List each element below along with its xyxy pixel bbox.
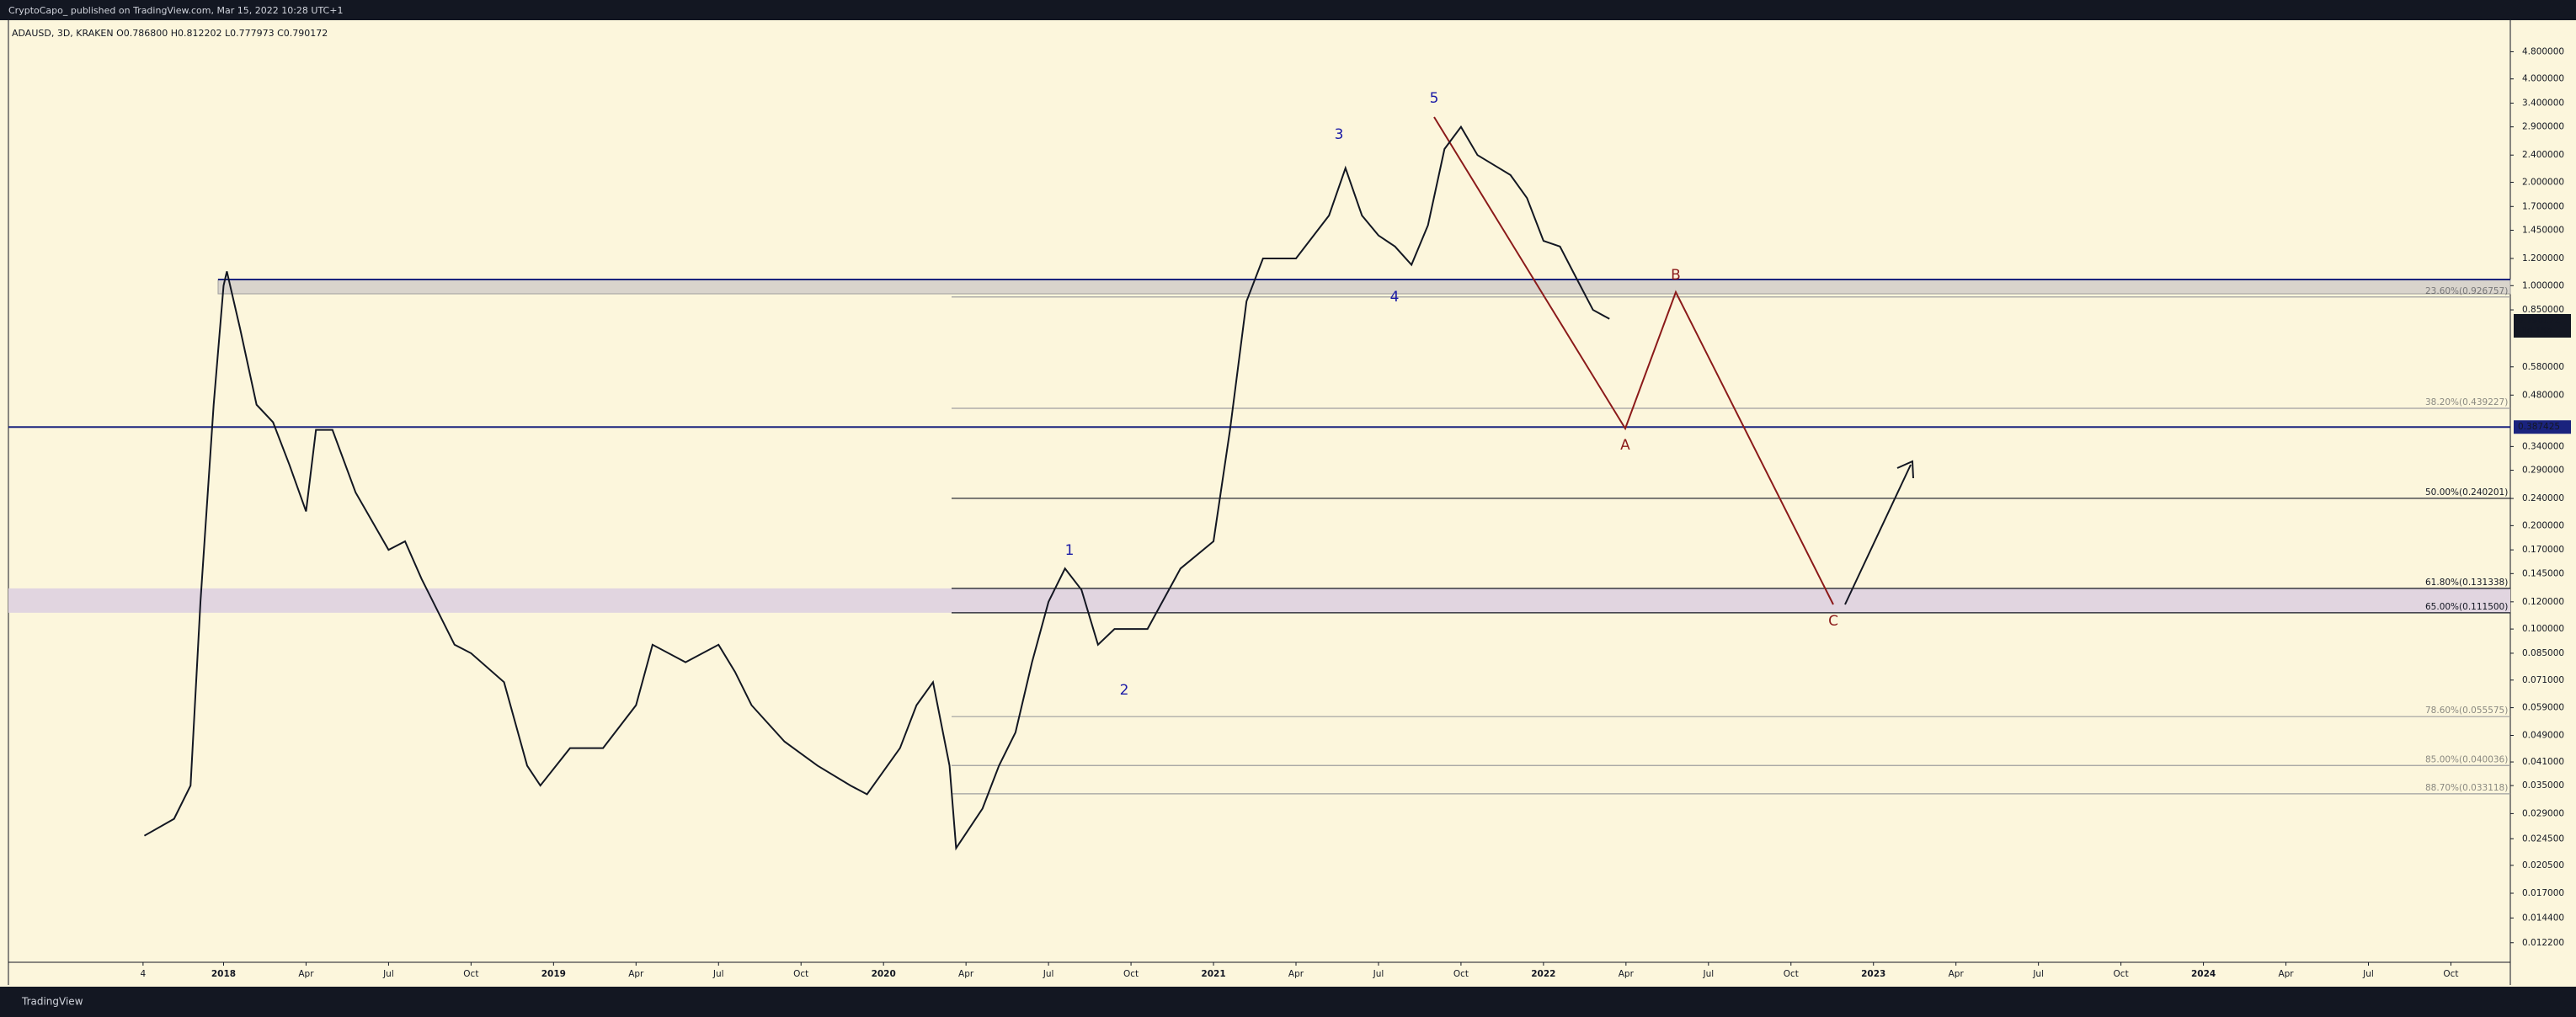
arrow-head (1896, 460, 1914, 479)
support-price-box (2514, 420, 2571, 434)
y-tick-label: 0.170000 (2522, 545, 2564, 555)
fib-label: 61.80%(0.131338) (2425, 578, 2508, 588)
abc-label: A (1620, 437, 1630, 454)
symbol-info: ADAUSD, 3D, KRAKEN O0.786800 H0.812202 L… (12, 28, 328, 39)
wave-label: 2 (1120, 682, 1129, 699)
y-tick-label: 0.240000 (2522, 493, 2564, 503)
y-tick-label: 0.012200 (2522, 938, 2564, 948)
x-tick-label: 2024 (2191, 969, 2216, 979)
fib-label: 50.00%(0.240201) (2425, 487, 2508, 498)
x-tick-label: 2022 (1531, 969, 1555, 979)
y-tick-label: 0.059000 (2522, 703, 2564, 713)
resistance-zone (217, 279, 2511, 295)
x-tick-label: Apr (1949, 969, 1965, 979)
y-tick-label: 1.000000 (2522, 280, 2564, 290)
fib-label: 65.00%(0.111500) (2425, 602, 2508, 612)
drawings (1433, 116, 1914, 605)
y-tick-label: 0.120000 (2522, 597, 2564, 607)
last-price-label: 0.790172 (2518, 316, 2560, 326)
y-tick-label: 4.000000 (2522, 74, 2564, 84)
x-tick-label: Jul (712, 969, 724, 979)
wave-label: 5 (1430, 90, 1439, 107)
x-tick-label: Apr (628, 969, 644, 979)
last-price-box (2514, 313, 2571, 338)
support-price-label: 0.387425 (2518, 422, 2560, 432)
x-tick-label: 2019 (541, 969, 566, 979)
x-tick-label: Oct (463, 969, 478, 979)
x-tick-label: Oct (1123, 969, 1139, 979)
x-tick-label: 4 (141, 969, 147, 979)
y-tick-label: 0.041000 (2522, 757, 2564, 767)
y-tick-label: 4.800000 (2522, 46, 2564, 56)
y-tick-label: 0.850000 (2522, 305, 2564, 315)
y-tick-label: 0.049000 (2522, 730, 2564, 740)
y-tick-label: 0.024500 (2522, 833, 2564, 844)
abc-label: C (1828, 613, 1838, 630)
price-line (143, 125, 1610, 851)
abc-label: B (1671, 267, 1681, 284)
wave-label: 4 (1390, 289, 1400, 306)
x-tick-label: Jul (2032, 969, 2044, 979)
x-tick-label: 2018 (211, 969, 236, 979)
y-tick-label: 0.145000 (2522, 568, 2564, 578)
wave-label: 1 (1065, 542, 1075, 559)
bottom-bar (0, 987, 2576, 1017)
y-tick-label: 0.480000 (2522, 390, 2564, 400)
wave-label: 3 (1335, 126, 1344, 143)
y-tick-label: 3.400000 (2522, 99, 2564, 109)
support-zone (8, 588, 2510, 613)
y-tick-label: 0.017000 (2522, 888, 2564, 898)
y-tick-label: 0.014400 (2522, 913, 2564, 923)
x-tick-label: Oct (1784, 969, 1799, 979)
fib-label: 85.00%(0.040036) (2425, 754, 2508, 764)
y-tick-label: 2.400000 (2522, 150, 2564, 160)
y-tick-label: 0.100000 (2522, 624, 2564, 634)
y-tick-label: 2.000000 (2522, 178, 2564, 188)
y-tick-label: 0.200000 (2522, 520, 2564, 530)
y-tick-label: 1.450000 (2522, 225, 2564, 235)
x-tick-label: Apr (1288, 969, 1304, 979)
publish-info: CryptoCapo_ published on TradingView.com… (8, 5, 343, 16)
y-tick-label: 0.580000 (2522, 362, 2564, 372)
x-tick-label: Apr (1619, 969, 1635, 979)
y-tick-label: 1.200000 (2522, 253, 2564, 264)
y-tick-label: 0.035000 (2522, 780, 2564, 791)
fib-label: 78.60%(0.055575) (2425, 706, 2508, 716)
x-tick-label: Apr (2278, 969, 2294, 979)
x-tick-label: 2023 (1861, 969, 1885, 979)
brand: TradingView (21, 996, 83, 1008)
x-tick-label: Oct (793, 969, 808, 979)
y-tick-label: 0.290000 (2522, 466, 2564, 476)
x-tick-label: 2021 (1201, 969, 1225, 979)
x-tick-label: Oct (2443, 969, 2458, 979)
countdown-label: 1d 15h (2521, 326, 2552, 336)
x-tick-label: Jul (382, 969, 394, 979)
zones (8, 279, 2511, 795)
y-tick-label: 0.029000 (2522, 808, 2564, 818)
x-tick-label: Jul (1702, 969, 1714, 979)
y-tick-label: 0.340000 (2522, 441, 2564, 451)
y-tick-label: 1.700000 (2522, 201, 2564, 211)
x-tick-label: Jul (1043, 969, 1054, 979)
x-tick-label: Apr (958, 969, 974, 979)
fib-label: 23.60%(0.926757) (2425, 286, 2508, 296)
y-tick-label: 0.085000 (2522, 648, 2564, 658)
fib-label: 88.70%(0.033118) (2425, 783, 2508, 793)
fib-label: 38.20%(0.439227) (2425, 397, 2508, 407)
x-tick-label: Jul (1373, 969, 1384, 979)
y-tick-label: 0.020500 (2522, 860, 2564, 871)
abc-path (1433, 116, 1834, 605)
x-tick-label: Oct (2114, 969, 2129, 979)
y-tick-label: 2.900000 (2522, 122, 2564, 132)
x-tick-label: Oct (1453, 969, 1469, 979)
x-tick-label: 2020 (872, 969, 896, 979)
x-tick-label: Apr (298, 969, 314, 979)
y-tick-label: 0.071000 (2522, 675, 2564, 685)
arrow (1844, 464, 1912, 605)
top-bar (0, 0, 2576, 20)
x-tick-label: Jul (2362, 969, 2374, 979)
